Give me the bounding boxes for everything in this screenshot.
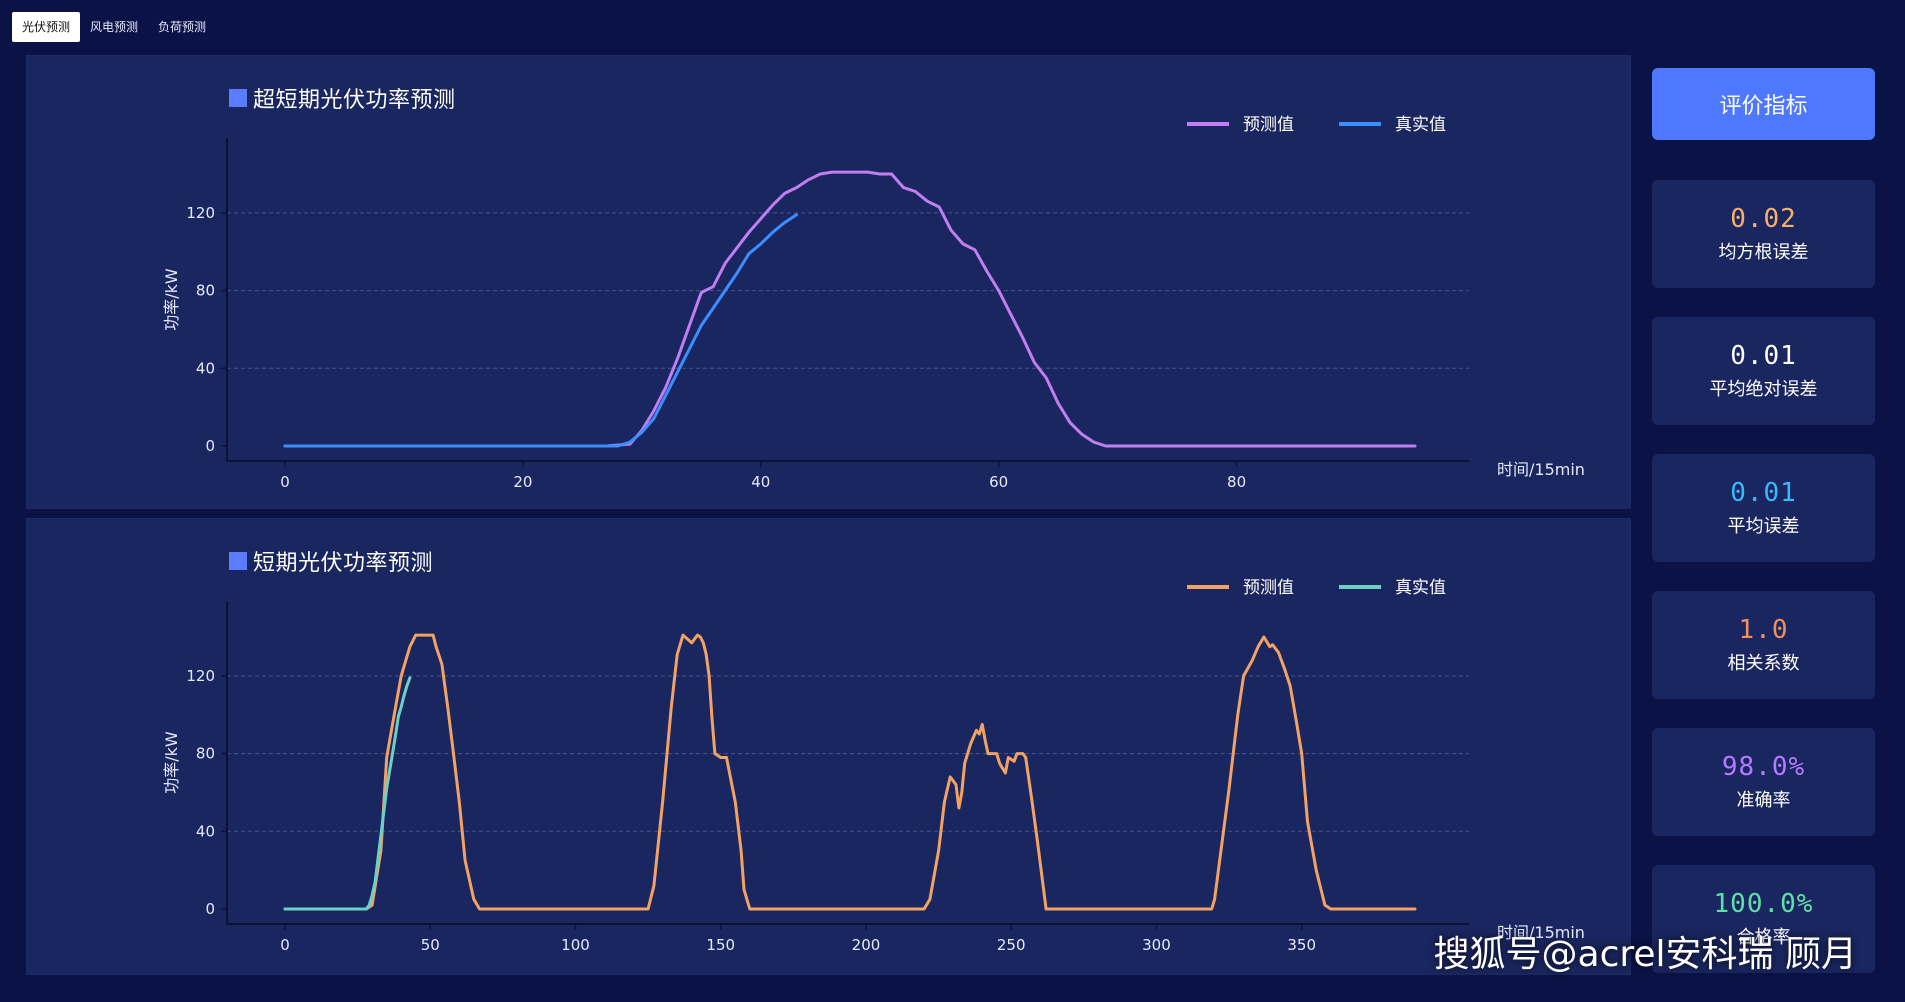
y-tick-label: 120 <box>186 204 215 222</box>
x-tick-label: 300 <box>1142 936 1171 954</box>
x-tick-label: 60 <box>989 473 1008 491</box>
chart-title-text: 超短期光伏功率预测 <box>253 82 456 114</box>
title-square-icon <box>229 89 247 107</box>
x-tick-label: 200 <box>852 936 881 954</box>
y-tick-label: 0 <box>205 437 215 455</box>
x-tick-label: 80 <box>1227 473 1246 491</box>
legend-label: 预测值 <box>1243 578 1294 598</box>
x-tick-label: 350 <box>1287 936 1316 954</box>
chart-title-ultra-short: 超短期光伏功率预测 <box>229 82 456 114</box>
x-tick-label: 0 <box>280 936 290 954</box>
actual-series-line <box>285 678 410 909</box>
x-axis-label: 时间/15min <box>1497 460 1585 479</box>
y-tick-label: 0 <box>205 900 215 918</box>
chart-title-text: 短期光伏功率预测 <box>253 545 433 577</box>
y-tick-label: 80 <box>196 745 215 763</box>
tab-wind-forecast[interactable]: 风电预测 <box>80 12 148 42</box>
evaluation-metrics-button[interactable]: 评价指标 <box>1652 68 1875 140</box>
y-tick-label: 40 <box>196 822 215 840</box>
y-tick-label: 80 <box>196 282 215 300</box>
tab-pv-forecast[interactable]: 光伏预测 <box>12 12 80 42</box>
metric-mae: 0.01 平均绝对误差 <box>1652 317 1875 425</box>
x-tick-label: 150 <box>706 936 735 954</box>
metric-correlation: 1.0 相关系数 <box>1652 591 1875 699</box>
metrics-sidebar: 评价指标 0.02 均方根误差 0.01 平均绝对误差 0.01 平均误差 1.… <box>1652 68 1875 1002</box>
y-axis-label: 功率/kW <box>162 268 181 331</box>
x-tick-label: 0 <box>280 473 290 491</box>
metric-value: 1.0 <box>1739 615 1789 645</box>
legend-label: 真实值 <box>1395 115 1446 135</box>
y-tick-label: 120 <box>186 667 215 685</box>
metric-label: 准确率 <box>1737 786 1791 812</box>
metric-label: 平均绝对误差 <box>1710 375 1818 401</box>
metric-value: 0.01 <box>1730 341 1797 371</box>
actual-series-line <box>285 215 797 446</box>
ultra-short-term-chart: 0 40 80 120 0 20 40 60 80 时间/15min 功率/kW 预测值 真实值 <box>27 56 1630 508</box>
x-tick-label: 20 <box>513 473 532 491</box>
x-tick-label: 40 <box>751 473 770 491</box>
tab-bar: 光伏预测 风电预测 负荷预测 <box>12 12 216 42</box>
ultra-short-term-chart-panel: 超短期光伏功率预测 0 40 80 120 0 20 40 60 80 时间/15min 功率/kW… <box>26 55 1631 509</box>
chart-title-short: 短期光伏功率预测 <box>229 545 433 577</box>
metric-label: 平均误差 <box>1728 512 1800 538</box>
x-tick-label: 100 <box>561 936 590 954</box>
y-tick-label: 40 <box>196 359 215 377</box>
tab-load-forecast[interactable]: 负荷预测 <box>148 12 216 42</box>
y-axis-label: 功率/kW <box>162 731 181 794</box>
metric-value: 98.0% <box>1722 752 1805 782</box>
metric-label: 均方根误差 <box>1719 238 1809 264</box>
metric-value: 100.0% <box>1714 889 1814 919</box>
metric-accuracy: 98.0% 准确率 <box>1652 728 1875 836</box>
watermark: 搜狐号@acrel安科瑞 顾月 <box>1434 925 1857 977</box>
metric-value: 0.01 <box>1730 478 1797 508</box>
x-tick-label: 250 <box>997 936 1026 954</box>
legend-label: 真实值 <box>1395 578 1446 598</box>
metric-value: 0.02 <box>1730 204 1797 234</box>
x-tick-label: 50 <box>421 936 440 954</box>
metric-mean-error: 0.01 平均误差 <box>1652 454 1875 562</box>
legend-label: 预测值 <box>1243 115 1294 135</box>
metric-label: 相关系数 <box>1728 649 1800 675</box>
title-square-icon <box>229 552 247 570</box>
metric-rmse: 0.02 均方根误差 <box>1652 180 1875 288</box>
